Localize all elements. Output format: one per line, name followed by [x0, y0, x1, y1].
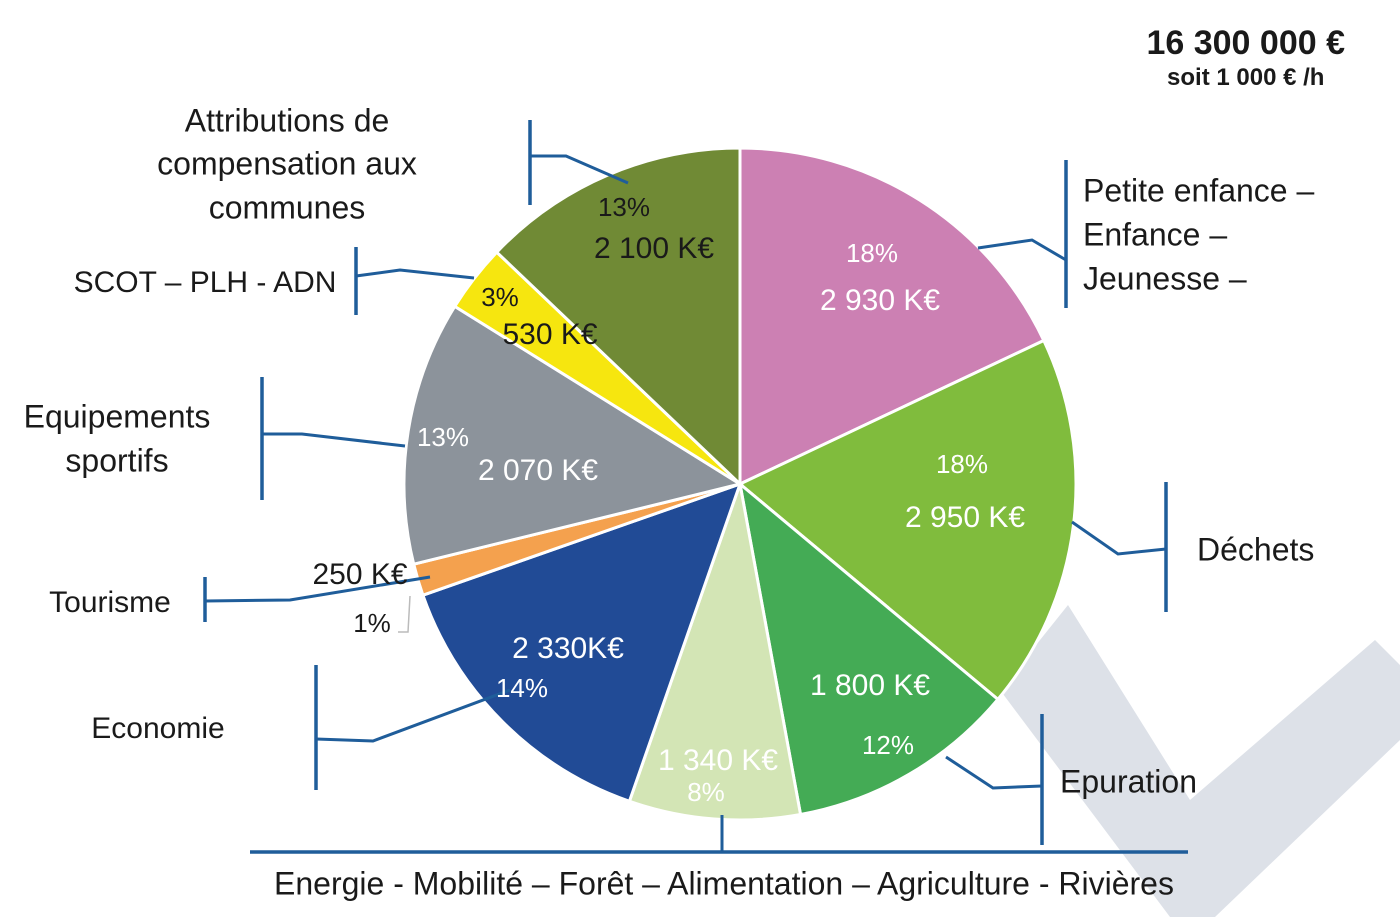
leader-line [530, 154, 629, 185]
total-per-hour: soit 1 000 € /h [1167, 64, 1325, 91]
slice-amount-label: 2 930 K€ [820, 284, 940, 317]
leader-line [315, 688, 511, 743]
total-box: 16 300 000 € soit 1 000 € /h [1146, 22, 1345, 92]
category-label: Jeunesse – [1083, 260, 1247, 296]
slice-percent-label: 13% [417, 422, 469, 452]
category-label: Petite enfance – [1083, 172, 1314, 208]
slice-amount-label: 250 K€ [312, 558, 407, 591]
leader-line [355, 268, 475, 280]
slice-amount-label: 2 100 K€ [594, 232, 714, 265]
slice-percent-label: 18% [846, 238, 898, 268]
slice-amount-label: 1 340 K€ [658, 744, 778, 777]
category-label: Economie [91, 712, 224, 745]
category-label: Déchets [1197, 531, 1314, 567]
category-label: Attributions de [185, 102, 390, 138]
slice-percent-label: 1% [353, 608, 391, 638]
pie-slice [421, 481, 743, 804]
category-label: sportifs [65, 442, 168, 478]
category-label: Equipements [24, 398, 211, 434]
pie-slice [627, 478, 803, 822]
category-label: Enfance – [1083, 216, 1227, 252]
leader-line [977, 238, 1067, 262]
total-amount: 16 300 000 € [1146, 24, 1345, 62]
category-label: Energie - Mobilité – Forêt – Alimentatio… [274, 865, 1174, 901]
category-label: compensation aux [157, 145, 417, 181]
slice-percent-label: 13% [598, 192, 650, 222]
slice-amount-label: 2 330K€ [512, 632, 624, 665]
watermark-chevron [1000, 605, 1400, 917]
pie-slice [737, 338, 1078, 702]
leader-line [204, 575, 431, 603]
slice-amount-label: 2 070 K€ [478, 454, 598, 487]
slice-percent-label: 12% [862, 730, 914, 760]
slice-percent-label: 14% [496, 673, 548, 703]
pie-slice [737, 480, 1001, 817]
slice-percent-label: 18% [936, 449, 988, 479]
leader-line [262, 432, 406, 448]
pie-slice [402, 304, 744, 566]
category-label: Tourisme [49, 586, 171, 619]
slice-amount-label: 1 800 K€ [810, 669, 930, 702]
category-label: communes [209, 189, 366, 225]
leader-line [945, 755, 1043, 790]
slice-percent-label: 3% [481, 282, 519, 312]
slice-amount-label: 530 K€ [502, 318, 597, 351]
slice-percent-label: 8% [687, 777, 725, 807]
category-label: Epuration [1060, 763, 1197, 799]
leader-line [398, 595, 411, 633]
pie-slice [738, 146, 1046, 487]
category-label: SCOT – PLH - ADN [74, 266, 337, 299]
leader-line [1071, 520, 1167, 556]
slice-amount-label: 2 950 K€ [905, 501, 1025, 534]
